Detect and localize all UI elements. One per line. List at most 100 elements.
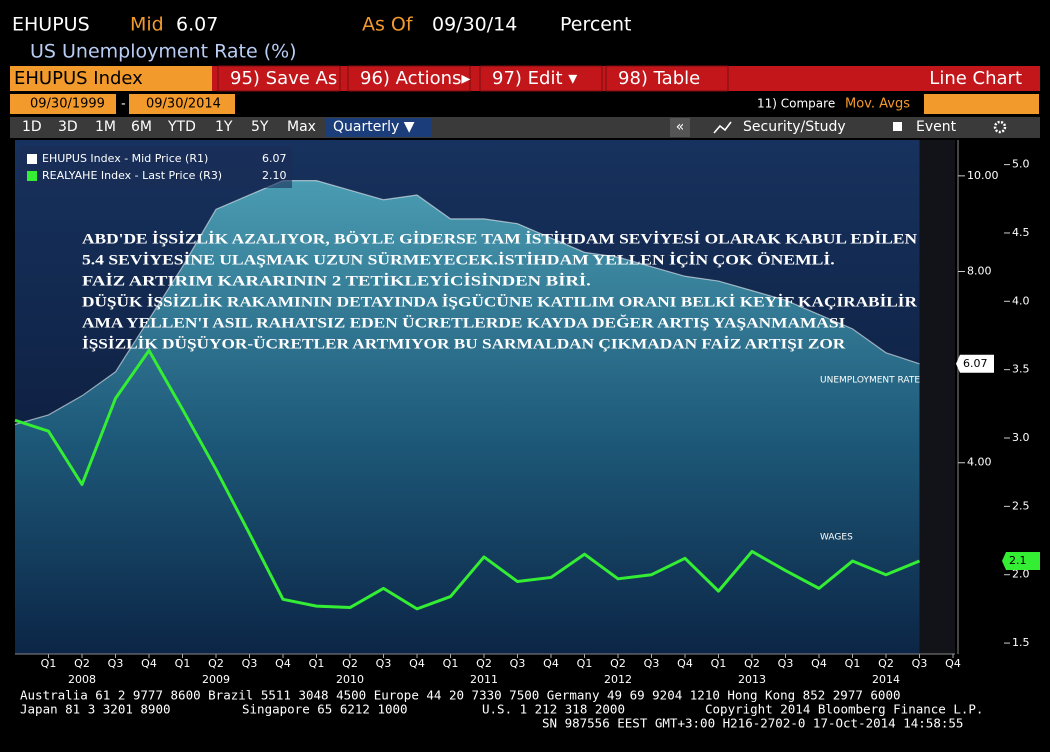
annotation: 5.4 SEVİYESİNE ULAŞMAK UZUN SÜRMEYECEK.İ… (82, 251, 835, 268)
x-tick-label: Q2 (208, 657, 224, 670)
value-tag-label: 6.07 (963, 357, 988, 370)
series-label: UNEMPLOYMENT RATE (820, 375, 920, 385)
x-tick-label: Q2 (74, 657, 90, 670)
field: Mid (130, 14, 164, 36)
collapse-box[interactable] (670, 118, 690, 137)
x-tick-label: Q4 (811, 657, 827, 670)
period-bar (10, 117, 1040, 138)
legend-value: 6.07 (262, 152, 287, 165)
toolbar-button[interactable] (479, 65, 603, 92)
period-button[interactable]: 1M (95, 119, 116, 135)
y2-tick-label: 1.5 (1012, 636, 1030, 649)
x-tick-label: Q4 (677, 657, 693, 670)
chart: UNEMPLOYMENT RATE WAGES ABD'DE İŞSİZLİK AZ… (14, 140, 1040, 686)
x-tick-label: Q2 (610, 657, 626, 670)
x-tick-label: Q3 (376, 657, 392, 670)
plot-future (919, 140, 955, 654)
period-button[interactable]: 3D (58, 119, 78, 135)
y2-tick-label: 3.5 (1012, 363, 1030, 376)
toolbar-button-label: 98) Table (618, 68, 700, 89)
compare[interactable]: 11) Compare (757, 97, 835, 111)
footer-text: Singapore 65 6212 1000 (242, 702, 408, 717)
date-to: 09/30/2014 (146, 97, 221, 112)
year-label: 2013 (738, 673, 766, 686)
annotation: AMA YELLEN'I ASIL RAHATSIZ EDEN ÜCRETLER… (82, 314, 845, 331)
units: Percent (560, 14, 632, 36)
period-button[interactable]: 6M (131, 119, 152, 135)
x-tick-label: Q2 (878, 657, 894, 670)
toolbar-button[interactable] (347, 65, 471, 92)
x-tick-label: Q3 (644, 657, 660, 670)
x-tick-label: Q1 (577, 657, 593, 670)
x-tick-label: Q1 (41, 657, 57, 670)
event[interactable]: Event (916, 119, 957, 135)
date-from: 09/30/1999 (30, 97, 105, 112)
toolbar-button[interactable] (217, 65, 341, 92)
year-label: 2011 (470, 673, 498, 686)
legend-swatch (27, 171, 37, 181)
year-label: 2010 (336, 673, 364, 686)
settings-icon[interactable] (993, 120, 1007, 134)
y-tick-label: 10.00 (967, 169, 999, 182)
footer-text: Australia 61 2 9777 8600 Brazil 5511 304… (20, 688, 901, 703)
annotation: DÜŞÜK İŞSİZLİK RAKAMININ DETAYINDA İŞGÜC… (82, 293, 917, 310)
area-edge (14, 180, 920, 426)
series-label: WAGES (820, 533, 853, 543)
x-tick-label: Q1 (845, 657, 861, 670)
x-tick-label: Q2 (744, 657, 760, 670)
as-of-label: As Of (362, 14, 414, 36)
legend (20, 146, 292, 188)
x-tick-label: Q2 (342, 657, 358, 670)
period-button[interactable]: 1Y (215, 119, 233, 135)
period-button[interactable]: YTD (167, 119, 196, 135)
value-tag-label: 2.1 (1009, 554, 1027, 567)
security: EHUPUS Index (14, 68, 143, 89)
footer-text: Copyright 2014 Bloomberg Finance L.P. (705, 702, 983, 717)
security-box[interactable] (10, 66, 212, 91)
x-tick-label: Q3 (108, 657, 124, 670)
x-tick-label: Q3 (778, 657, 794, 670)
study[interactable]: Security/Study (743, 119, 846, 135)
period-button[interactable]: 1D (22, 119, 42, 135)
security-name: US Unemployment Rate (%) (30, 41, 297, 63)
period-button[interactable]: Max (287, 119, 316, 135)
line (14, 349, 921, 611)
collapse: « (676, 119, 685, 135)
x-tick-label: Q1 (175, 657, 191, 670)
legend-label: EHUPUS Index - Mid Price (R1) (42, 152, 208, 165)
toolbar-button-label: 95) Save As (230, 68, 337, 89)
frequency: Quarterly ▼ (333, 119, 415, 135)
x-tick-label: Q4 (543, 657, 559, 670)
y-tick-label: 8.00 (967, 264, 992, 277)
annotation: İŞSİZLİK DÜŞÜYOR-ÜCRETLER ARTMIYOR BU SA… (82, 335, 845, 352)
as-of: 09/30/14 (432, 14, 517, 36)
x-tick-label: Q4 (945, 657, 961, 670)
year-label: 2014 (872, 673, 900, 686)
date-to-box[interactable] (129, 94, 235, 114)
x-tick-label: Q4 (275, 657, 291, 670)
legend-swatch (27, 154, 37, 164)
value-tag (956, 354, 994, 373)
footer: Australia 61 2 9777 8600 Brazil 5511 304… (20, 688, 983, 731)
event-icon (893, 122, 902, 131)
ticker: EHUPUS (12, 14, 90, 36)
footer-text: U.S. 1 212 318 2000 (482, 702, 625, 717)
x-tick-label: Q3 (242, 657, 258, 670)
year-label: 2009 (202, 673, 230, 686)
period-buttons: 1D 3D 1M 6M YTD 1Y 5Y Max (22, 119, 316, 135)
toolbar-button-label: 97) Edit ▾ (492, 68, 577, 89)
mov-avgs-box[interactable] (924, 94, 1039, 114)
x-tick-label: Q2 (476, 657, 492, 670)
year-label: 2012 (604, 673, 632, 686)
toolbar-button[interactable] (605, 65, 729, 92)
chart-kind[interactable]: Line Chart (929, 68, 1022, 89)
frequency-box[interactable] (326, 118, 432, 137)
mov-avgs[interactable]: Mov. Avgs (845, 97, 910, 112)
date-from-box[interactable] (10, 94, 116, 114)
x-tick-label: Q1 (309, 657, 325, 670)
period-button[interactable]: 5Y (251, 119, 269, 135)
y2-tick-label: 4.5 (1012, 226, 1030, 239)
study-icon (713, 121, 732, 134)
